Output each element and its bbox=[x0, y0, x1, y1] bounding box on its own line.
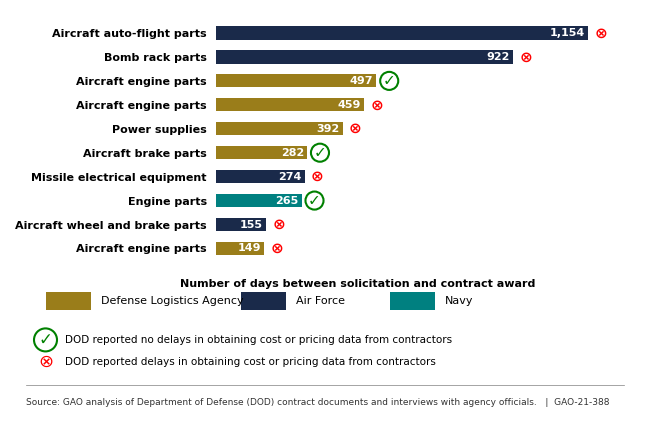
Bar bbox=[216, 146, 307, 159]
Text: ⊗: ⊗ bbox=[311, 169, 324, 184]
Text: 274: 274 bbox=[278, 171, 302, 181]
Text: 392: 392 bbox=[316, 124, 339, 134]
Text: ✓: ✓ bbox=[383, 73, 396, 88]
Text: 265: 265 bbox=[275, 196, 298, 206]
Text: 149: 149 bbox=[238, 243, 261, 253]
Text: ⊗: ⊗ bbox=[520, 49, 532, 65]
Bar bbox=[216, 218, 266, 231]
Text: 155: 155 bbox=[240, 220, 263, 229]
Bar bbox=[216, 170, 305, 183]
Text: DOD reported no delays in obtaining cost or pricing data from contractors: DOD reported no delays in obtaining cost… bbox=[65, 335, 452, 345]
Text: ⊗: ⊗ bbox=[271, 241, 283, 256]
Text: 497: 497 bbox=[350, 76, 373, 86]
Text: ✓: ✓ bbox=[38, 331, 53, 349]
Text: ⊗: ⊗ bbox=[349, 121, 362, 136]
Text: ⊗: ⊗ bbox=[370, 97, 383, 112]
Text: 459: 459 bbox=[337, 100, 361, 110]
Bar bbox=[216, 242, 265, 255]
Bar bbox=[216, 98, 364, 111]
Text: ✓: ✓ bbox=[308, 193, 321, 208]
Bar bbox=[216, 50, 514, 64]
Text: Navy: Navy bbox=[445, 296, 474, 306]
Bar bbox=[216, 194, 302, 207]
Bar bbox=[216, 26, 588, 39]
Text: DOD reported delays in obtaining cost or pricing data from contractors: DOD reported delays in obtaining cost or… bbox=[65, 356, 436, 367]
Bar bbox=[216, 122, 343, 136]
Text: 922: 922 bbox=[487, 52, 510, 62]
Text: Air Force: Air Force bbox=[296, 296, 344, 306]
Text: Number of days between solicitation and contract award: Number of days between solicitation and … bbox=[180, 279, 535, 289]
Text: ✓: ✓ bbox=[313, 145, 326, 160]
Text: 1,154: 1,154 bbox=[549, 28, 585, 38]
Text: Defense Logistics Agency: Defense Logistics Agency bbox=[101, 296, 243, 306]
Bar bbox=[216, 74, 376, 87]
Text: ⊗: ⊗ bbox=[594, 26, 607, 41]
Text: Source: GAO analysis of Department of Defense (DOD) contract documents and inter: Source: GAO analysis of Department of De… bbox=[26, 398, 610, 407]
Text: ⊗: ⊗ bbox=[273, 217, 285, 232]
Text: 282: 282 bbox=[281, 148, 304, 158]
Text: ⊗: ⊗ bbox=[38, 352, 53, 371]
